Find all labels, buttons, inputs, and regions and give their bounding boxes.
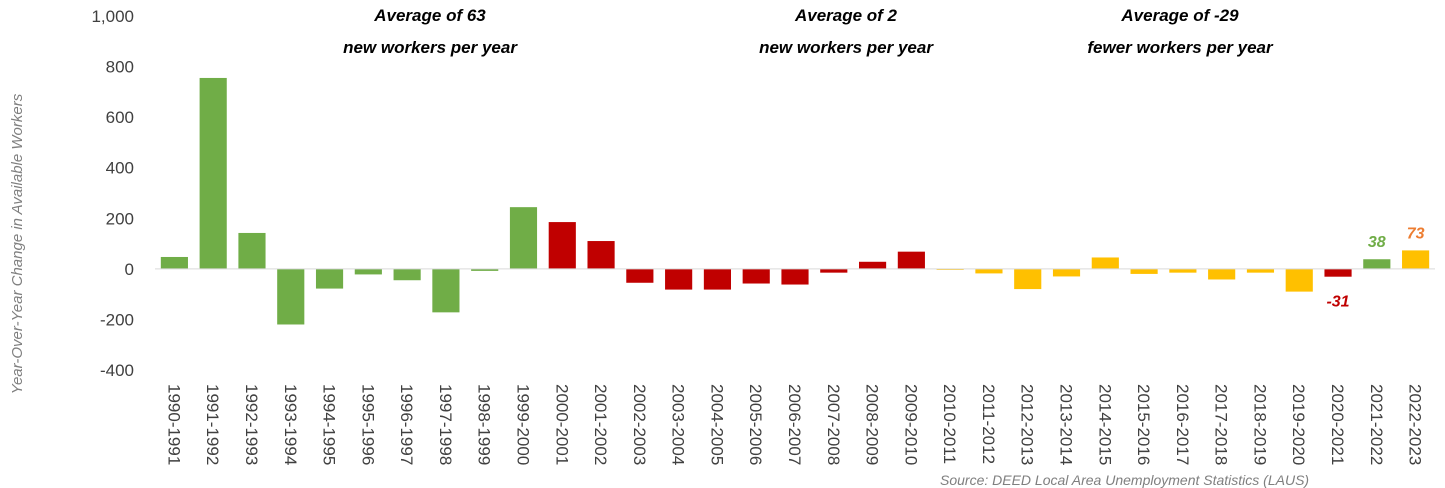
bar: [432, 268, 460, 313]
bar: [820, 268, 848, 273]
y-tick-label: 200: [106, 209, 134, 228]
x-tick-label: 2008-2009: [863, 384, 882, 465]
bar: [1169, 268, 1197, 273]
bar: [703, 268, 731, 290]
bar: [277, 268, 305, 325]
x-tick-label: 2016-2017: [1173, 384, 1192, 465]
y-tick-label: -200: [100, 310, 134, 329]
annotation-line1: Average of 2: [794, 6, 898, 25]
bar: [238, 232, 266, 269]
x-tick-label: 1997-1998: [436, 384, 455, 465]
x-tick-label: 2019-2020: [1289, 384, 1308, 465]
bar: [1402, 250, 1430, 269]
x-tick-label: 2000-2001: [552, 384, 571, 465]
x-tick-label: 2009-2010: [901, 384, 920, 465]
y-tick-label: 0: [125, 260, 134, 279]
x-tick-label: 2001-2002: [591, 384, 610, 465]
x-tick-label: 2021-2022: [1367, 384, 1386, 465]
bar: [1208, 268, 1236, 280]
y-tick-label: 800: [106, 58, 134, 77]
bar: [742, 268, 770, 284]
x-tick-label: 2007-2008: [824, 384, 843, 465]
x-tick-label: 2013-2014: [1057, 384, 1076, 465]
bar: [1246, 268, 1275, 273]
bar: [1130, 268, 1158, 274]
x-tick-label: 2015-2016: [1134, 384, 1153, 465]
x-tick-label: 2018-2019: [1250, 384, 1269, 465]
bar: [1014, 268, 1042, 290]
bar: [548, 222, 576, 269]
y-tick-label: 400: [106, 159, 134, 178]
x-tick-label: 1996-1997: [397, 384, 416, 465]
data-label: -31: [1326, 294, 1349, 311]
annotation-line1: Average of 63: [373, 6, 486, 25]
x-tick-label: 2002-2003: [630, 384, 649, 465]
x-tick-label: 1992-1993: [242, 384, 261, 465]
bar: [1363, 259, 1391, 269]
bar: [160, 256, 188, 269]
x-tick-label: 2012-2013: [1018, 384, 1037, 465]
bar: [781, 268, 809, 285]
x-tick-label: 2022-2023: [1406, 384, 1425, 465]
bar: [471, 268, 499, 271]
bar: [199, 77, 227, 269]
bar: [897, 251, 925, 269]
source-note: Source: DEED Local Area Unemployment Sta…: [940, 472, 1310, 488]
x-tick-label: 2004-2005: [707, 384, 726, 465]
x-tick-label: 1990-1991: [164, 384, 183, 465]
bar: [975, 268, 1003, 274]
x-tick-label: 2017-2018: [1212, 384, 1231, 465]
bar: [665, 268, 693, 290]
bar: [1091, 257, 1119, 269]
x-tick-label: 2020-2021: [1328, 384, 1347, 465]
x-tick-label: 2010-2011: [940, 384, 959, 464]
x-tick-label: 1998-1999: [475, 384, 494, 465]
bar: [1324, 268, 1352, 277]
x-tick-label: 2003-2004: [669, 384, 688, 465]
bar: [859, 261, 887, 269]
bar: [1052, 268, 1081, 277]
annotation-line2: fewer workers per year: [1087, 38, 1274, 57]
bar: [393, 268, 421, 281]
x-tick-label: 2014-2015: [1095, 384, 1114, 465]
bar: [315, 268, 344, 289]
x-tick-label: 2006-2007: [785, 384, 804, 465]
x-tick-label: 2011-2012: [979, 384, 998, 464]
annotation-line1: Average of -29: [1120, 6, 1239, 25]
annotation-line2: new workers per year: [343, 38, 518, 57]
bar: [509, 207, 538, 269]
data-label: 73: [1407, 225, 1425, 242]
x-tick-label: 1999-2000: [513, 384, 532, 465]
y-tick-label: 600: [106, 108, 134, 127]
y-tick-label: 1,000: [91, 7, 134, 26]
annotation-line2: new workers per year: [759, 38, 934, 57]
data-label: 38: [1368, 234, 1386, 251]
x-tick-label: 1991-1992: [203, 384, 222, 465]
bar: [626, 268, 654, 283]
y-tick-label: -400: [100, 361, 134, 380]
bar: [1285, 268, 1313, 292]
bar: [354, 268, 382, 275]
x-tick-label: 2005-2006: [746, 384, 765, 465]
x-tick-label: 1993-1994: [281, 384, 300, 465]
x-tick-label: 1994-1995: [320, 384, 339, 465]
bar: [587, 241, 615, 269]
x-tick-label: 1995-1996: [358, 384, 377, 465]
